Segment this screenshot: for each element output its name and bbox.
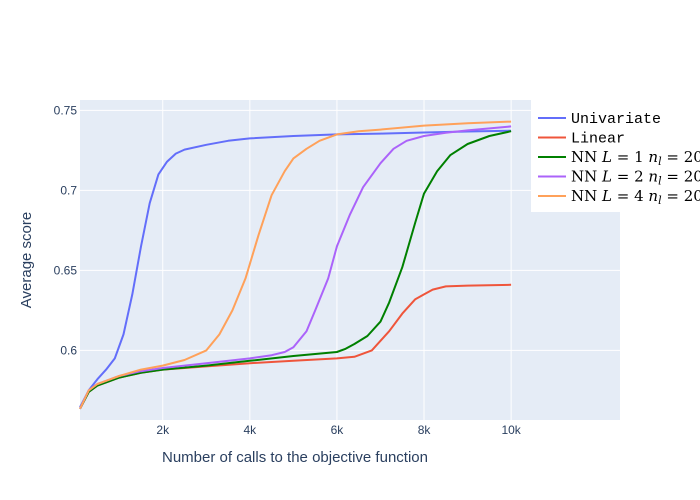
legend-label: Linear — [571, 131, 625, 148]
gridlines — [80, 100, 620, 420]
series-lines — [79, 120, 512, 410]
legend-label-part: L — [601, 168, 612, 186]
legend-label-part: NN — [571, 187, 602, 205]
x-axis-title: Number of calls to the objective functio… — [162, 449, 428, 466]
legend-label: NN L = 2 nl = 20 — [571, 168, 700, 188]
legend-item[interactable]: Univariate — [538, 111, 661, 128]
legend-label: NN L = 1 nl = 20 — [571, 148, 700, 168]
legend-label-part: l — [658, 155, 662, 168]
legend-label-part: NN — [571, 168, 602, 186]
legend-item[interactable]: NN L = 4 nl = 20 — [538, 187, 700, 207]
y-tick-label: 0.7 — [60, 183, 77, 197]
legend-label-part: = 20 — [662, 168, 700, 186]
y-axis-title: Average score — [18, 212, 35, 308]
legend-label-part: L — [601, 187, 612, 205]
x-tick-label: 4k — [243, 423, 257, 437]
x-tick-labels: 2k 4k 6k 8k 10k — [156, 423, 521, 437]
y-tick-label: 0.75 — [54, 103, 78, 117]
x-tick-label: 2k — [156, 423, 170, 437]
legend-label-part: = 20 — [662, 187, 700, 205]
legend-item[interactable]: NN L = 1 nl = 20 — [538, 148, 700, 168]
legend-label-part: n — [648, 148, 658, 166]
series-line-0 — [79, 129, 512, 408]
legend-label: Univariate — [571, 111, 661, 128]
y-tick-label: 0.6 — [60, 343, 77, 357]
legend-label-part: n — [648, 168, 658, 186]
legend-label: NN L = 4 nl = 20 — [571, 187, 700, 207]
x-tick-label: 6k — [331, 423, 345, 437]
legend-label-part: NN — [571, 148, 602, 166]
series-line-2 — [79, 130, 512, 410]
x-tick-label: 8k — [418, 423, 432, 437]
legend-label-part: = 2 — [612, 168, 648, 186]
legend-label-part: L — [601, 148, 612, 166]
series-line-4 — [79, 120, 512, 410]
y-tick-labels: 0.6 0.65 0.7 0.75 — [54, 103, 78, 357]
legend-label-part: = 4 — [612, 187, 648, 205]
legend-label-part: l — [658, 194, 662, 207]
legend-label-part: n — [648, 187, 658, 205]
y-tick-label: 0.65 — [54, 263, 78, 277]
legend-item[interactable]: NN L = 2 nl = 20 — [538, 168, 700, 188]
x-tick-label: 10k — [501, 423, 521, 437]
legend-item[interactable]: Linear — [538, 131, 625, 148]
legend-label-part: l — [658, 175, 662, 188]
legend-label-part: = 20 — [662, 148, 700, 166]
legend-label-part: = 1 — [612, 148, 648, 166]
